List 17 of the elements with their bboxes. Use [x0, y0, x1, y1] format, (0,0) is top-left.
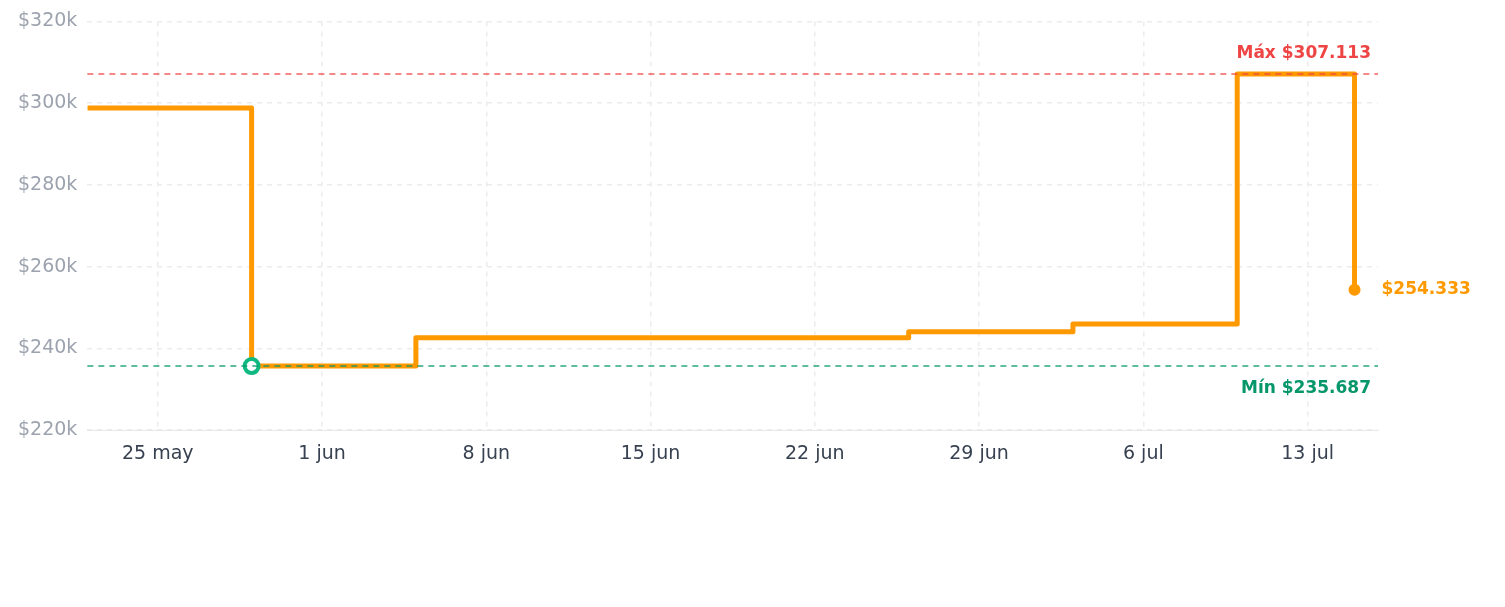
x-tick-label: 6 jul	[1122, 440, 1164, 463]
y-tick-label: $260k	[18, 253, 78, 276]
ref-line-label: Máx $307.113	[1236, 42, 1371, 62]
y-tick-label: $240k	[18, 335, 78, 358]
ref-line-label: Mín $235.687	[1240, 376, 1371, 397]
y-tick-label: $280k	[18, 171, 78, 194]
x-tick-label: 8 jun	[462, 440, 511, 463]
x-tick-label: 29 jun	[949, 440, 1009, 463]
y-tick-label: $220k	[18, 417, 78, 440]
y-tick-label: $300k	[18, 90, 78, 113]
x-tick-label: 13 jul	[1281, 440, 1335, 463]
x-tick-label: 25 may	[121, 440, 194, 463]
x-tick-label: 22 jun	[785, 440, 845, 463]
x-tick-label: 15 jun	[620, 440, 681, 463]
x-tick-label: 1 jun	[298, 440, 346, 463]
annotation: $254.333	[1381, 278, 1471, 299]
y-tick-label: $320k	[18, 8, 78, 31]
